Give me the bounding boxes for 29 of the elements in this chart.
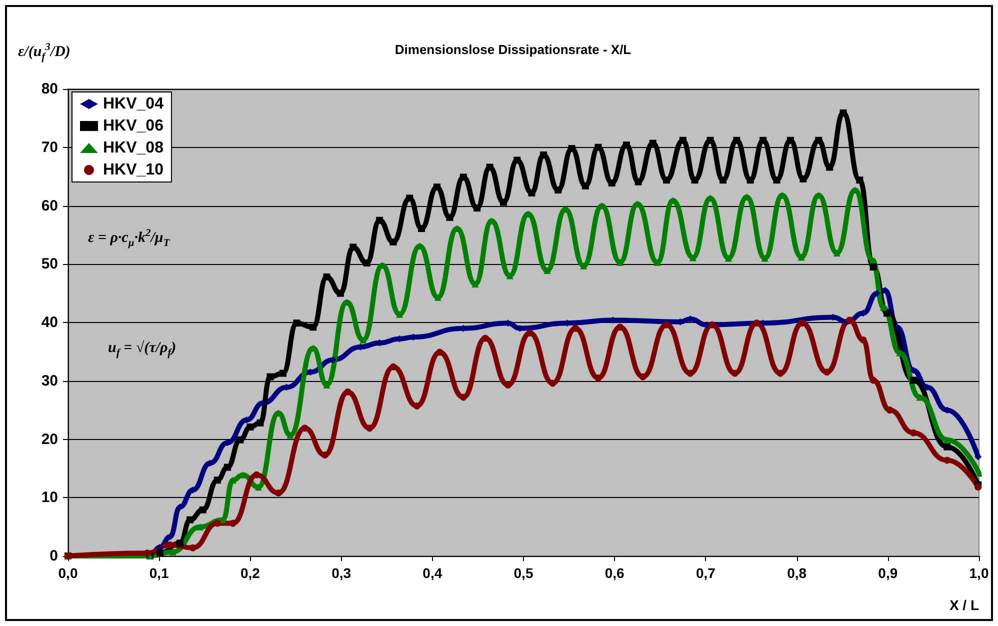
y-tick-label: 30 [41, 372, 58, 390]
x-tick-label: 0,9 [878, 565, 898, 581]
y-tick-label: 80 [41, 80, 58, 98]
y-axis-title: ε/(u$_{f}$$^{3}$/D) [18, 42, 70, 63]
legend-label: HKV_10 [103, 162, 164, 178]
y-tick-label: 20 [41, 430, 58, 448]
y-tick-label: 50 [41, 256, 58, 273]
x-tick-label: 0,7 [696, 565, 716, 581]
annotation: u$_{f}$ = √(τ/ρ$_{f}$) [108, 340, 176, 359]
annotation: ε = ρ·c$_{μ}$·k$^{2}$/μ$_{T}$ [88, 228, 170, 249]
x-tick-label: 0,0 [58, 565, 78, 581]
legend-label: HKV_06 [103, 118, 164, 134]
chart-title: Dimensionslose Dissipationsrate - X/L [394, 42, 632, 57]
x-axis-title: X / L [949, 597, 980, 613]
x-tick-label: 0,6 [604, 565, 625, 581]
x-tick-label: 0,1 [149, 565, 170, 581]
y-tick-label: 10 [41, 489, 58, 506]
y-tick-label: 0 [50, 548, 58, 564]
y-tick-label: 60 [41, 197, 58, 214]
y-tick-label: 40 [41, 314, 58, 331]
x-tick-label: 0,2 [240, 565, 260, 581]
x-tick-label: 0,3 [332, 565, 352, 581]
legend-label: HKV_08 [103, 140, 164, 156]
y-tick-label: 70 [41, 138, 58, 156]
x-tick-label: 0,4 [422, 565, 442, 581]
legend-label: HKV_04 [103, 96, 164, 112]
x-tick-label: 1,0 [969, 565, 989, 581]
x-tick-label: 0,8 [787, 565, 807, 581]
x-tick-label: 0,5 [514, 565, 534, 581]
